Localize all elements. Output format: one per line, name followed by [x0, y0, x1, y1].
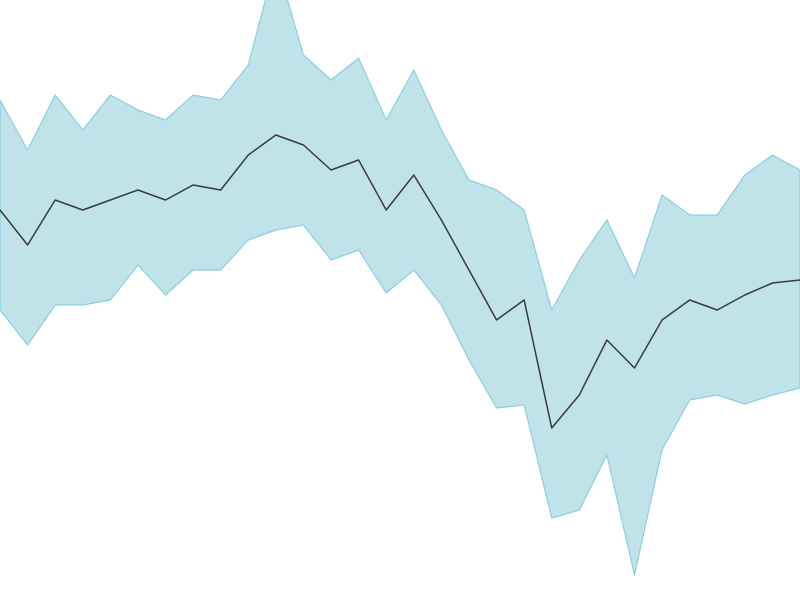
- confidence-band-chart: [0, 0, 800, 600]
